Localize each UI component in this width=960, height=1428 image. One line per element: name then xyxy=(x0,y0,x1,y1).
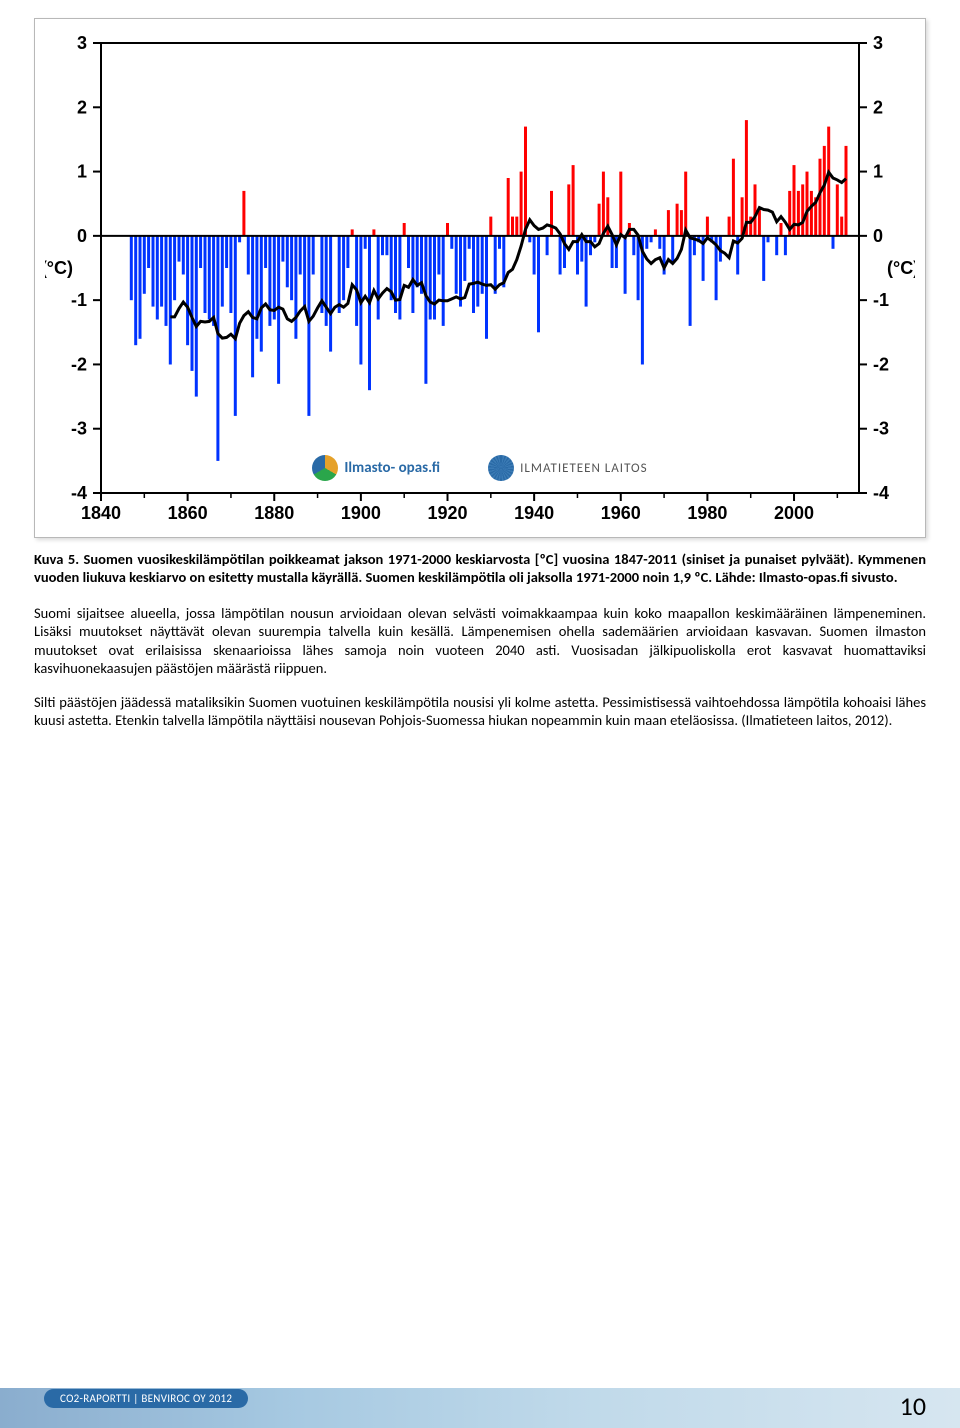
svg-text:1940: 1940 xyxy=(514,503,554,523)
svg-text:-2: -2 xyxy=(873,354,889,374)
svg-text:1860: 1860 xyxy=(168,503,208,523)
svg-text:1: 1 xyxy=(873,162,883,182)
svg-text:-2: -2 xyxy=(71,354,87,374)
paragraph-1: Suomi sijaitsee alueella, jossa lämpötil… xyxy=(34,604,926,677)
svg-text:0: 0 xyxy=(873,226,883,246)
svg-text:3: 3 xyxy=(873,33,883,53)
ilmatieteen-laitos-text: ILMATIETEEN LAITOS xyxy=(520,461,648,476)
globe-icon xyxy=(488,455,514,481)
svg-text:-3: -3 xyxy=(71,419,87,439)
ilmatieteen-laitos-logo: ILMATIETEEN LAITOS xyxy=(488,455,648,481)
svg-text:0: 0 xyxy=(77,226,87,246)
svg-text:1840: 1840 xyxy=(81,503,121,523)
svg-text:1980: 1980 xyxy=(687,503,727,523)
svg-text:1880: 1880 xyxy=(254,503,294,523)
swirl-icon xyxy=(312,455,338,481)
ilmasto-opas-text: Ilmasto- opas.fi xyxy=(344,459,440,477)
chart-container: -4 -4 -3 -3 -2 -2 -1 -1 0 0 1 1 2 2 3 3 … xyxy=(34,18,926,538)
svg-text:1960: 1960 xyxy=(601,503,641,523)
page-footer: CO2-RAPORTTI | BENVIROC OY 2012 10 xyxy=(0,1368,960,1428)
svg-text:(°C): (°C) xyxy=(45,258,73,278)
svg-text:-3: -3 xyxy=(873,419,889,439)
svg-text:-1: -1 xyxy=(71,290,87,310)
page-number: 10 xyxy=(900,1390,926,1422)
svg-text:1: 1 xyxy=(77,162,87,182)
svg-text:2: 2 xyxy=(873,97,883,117)
svg-text:3: 3 xyxy=(77,33,87,53)
svg-text:1900: 1900 xyxy=(341,503,381,523)
svg-text:-4: -4 xyxy=(873,483,889,503)
svg-text:-1: -1 xyxy=(873,290,889,310)
svg-text:2000: 2000 xyxy=(774,503,814,523)
svg-text:-4: -4 xyxy=(71,483,87,503)
svg-text:2: 2 xyxy=(77,97,87,117)
figure-caption: Kuva 5. Suomen vuosikeskilämpötilan poik… xyxy=(34,550,926,586)
anomaly-chart: -4 -4 -3 -3 -2 -2 -1 -1 0 0 1 1 2 2 3 3 … xyxy=(45,29,915,529)
ilmasto-opas-logo: Ilmasto- opas.fi xyxy=(312,455,440,481)
svg-text:1920: 1920 xyxy=(427,503,467,523)
paragraph-2: Silti päästöjen jäädessä mataliksikin Su… xyxy=(34,693,926,729)
footer-pill: CO2-RAPORTTI | BENVIROC OY 2012 xyxy=(44,1389,248,1408)
svg-text:(°C): (°C) xyxy=(887,258,915,278)
